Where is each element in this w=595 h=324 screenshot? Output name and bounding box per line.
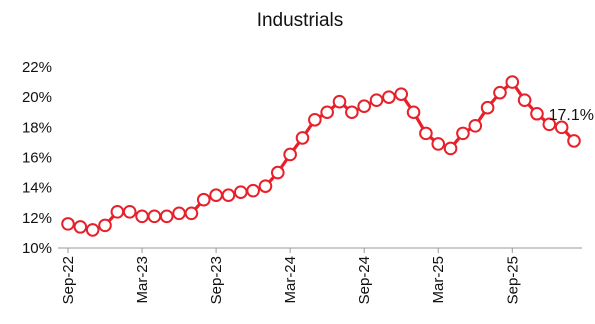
data-point [172, 206, 186, 221]
data-point [468, 119, 483, 133]
data-point [456, 126, 470, 141]
x-tick-label: Sep-25 [504, 256, 521, 304]
data-point [246, 183, 260, 198]
y-tick-label: 14% [22, 180, 52, 197]
data-point [505, 75, 520, 89]
data-point [443, 141, 458, 156]
chart-title: Industrials [257, 10, 344, 31]
data-point [406, 105, 421, 120]
data-point [295, 131, 310, 145]
data-label: 17.1% [549, 107, 594, 124]
data-point [345, 105, 359, 120]
x-tick-label: Mar-25 [430, 256, 447, 304]
data-point [320, 105, 334, 120]
data-point [147, 209, 162, 224]
y-tick-label: 16% [22, 150, 52, 167]
series-layer [61, 75, 581, 237]
data-point [332, 94, 347, 109]
data-point [221, 188, 236, 203]
data-labels: 17.1% [549, 107, 594, 124]
x-tick-label: Sep-23 [208, 256, 225, 304]
data-point [419, 126, 433, 141]
data-point [308, 112, 322, 127]
y-tick-label: 22% [22, 59, 52, 76]
x-tick-label: Mar-23 [134, 256, 151, 304]
x-tick-label: Sep-22 [60, 256, 77, 304]
data-point [110, 205, 125, 219]
data-point [85, 223, 100, 237]
data-point [530, 106, 544, 121]
data-point [369, 93, 384, 107]
data-point [480, 100, 495, 115]
data-point [73, 220, 88, 234]
x-tick-label: Sep-24 [356, 256, 373, 304]
data-point [567, 134, 581, 148]
data-point [493, 85, 507, 100]
data-point [517, 93, 532, 107]
data-point [394, 87, 409, 101]
y-tick-label: 12% [22, 210, 52, 227]
x-tick-label: Mar-24 [282, 256, 299, 304]
data-point [184, 206, 199, 221]
data-point [233, 185, 248, 199]
data-point [283, 147, 297, 162]
y-tick-label: 20% [22, 89, 52, 106]
data-point [209, 188, 223, 203]
data-point [159, 209, 174, 224]
data-point [357, 99, 371, 114]
data-point [135, 209, 149, 224]
data-point [196, 192, 211, 207]
data-point [61, 217, 75, 231]
data-point [271, 165, 285, 180]
data-point [98, 218, 112, 233]
data-point [542, 117, 557, 132]
y-axis: 10% 12% 14% 16% 18% 20% 22% [22, 59, 52, 257]
y-tick-label: 10% [22, 240, 52, 257]
series-line [66, 80, 576, 232]
data-point [554, 120, 569, 135]
data-point [382, 90, 396, 104]
x-axis: Sep-22 Mar-23 Sep-23 Mar-24 Sep-24 Mar-25 Sep-… [60, 248, 521, 304]
data-point [258, 179, 273, 193]
data-point [122, 205, 137, 219]
y-tick-label: 18% [22, 119, 52, 136]
data-point [431, 137, 446, 151]
